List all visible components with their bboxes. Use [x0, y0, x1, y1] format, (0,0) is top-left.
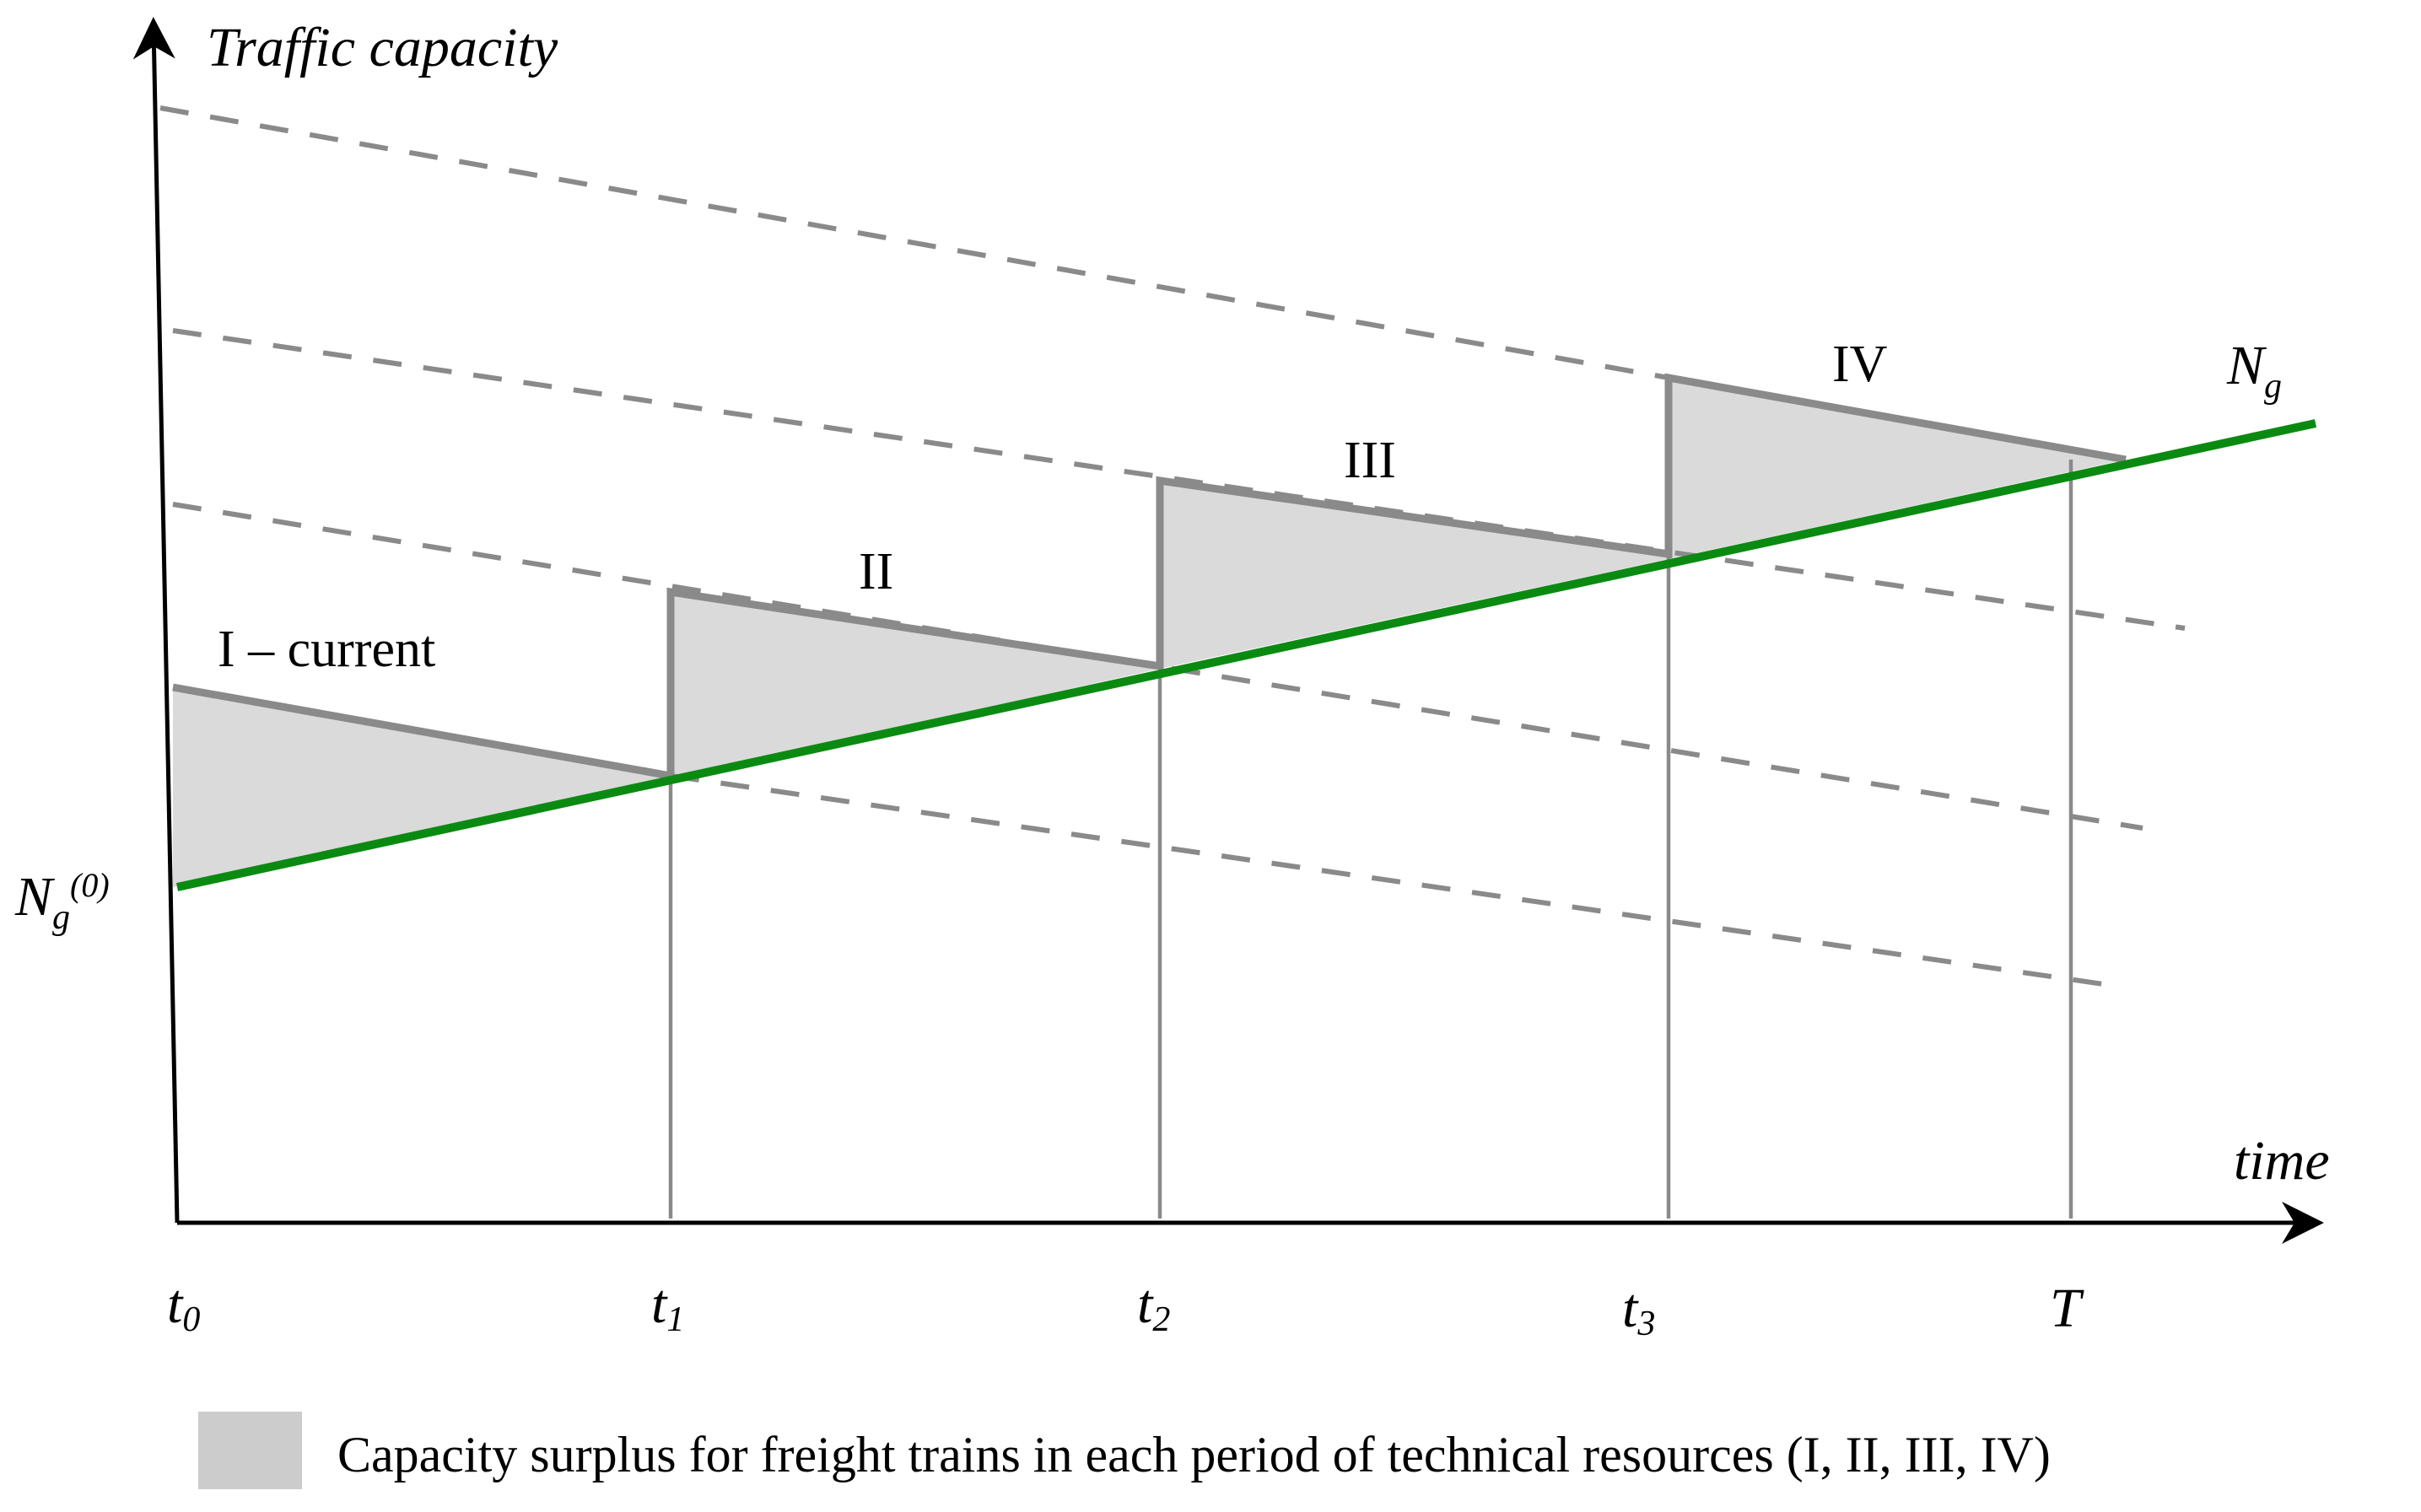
capacity-level-line-IV	[159, 105, 1669, 380]
capacity-level-line-III	[172, 328, 2186, 631]
capacity-level-line-I	[670, 773, 2110, 987]
demand-line-label: Ng	[2226, 335, 2282, 406]
tick-label-t3: t3	[1622, 1278, 1655, 1343]
surplus-region-III	[1160, 481, 1669, 669]
y-axis-label: Traffic capacity	[207, 17, 558, 78]
tick-label-t2: t2	[1137, 1273, 1170, 1339]
period-label-III: III	[1344, 432, 1396, 489]
period-label-II: II	[859, 543, 893, 600]
surplus-region-I	[173, 687, 671, 887]
tick-label-T: T	[2050, 1278, 2084, 1339]
legend-text: Capacity surplus for freight trains in e…	[337, 1427, 2051, 1482]
tick-label-t0: t0	[167, 1273, 200, 1339]
legend-swatch	[198, 1412, 302, 1489]
tick-label-t1: t1	[651, 1273, 684, 1339]
period-label-I: I – current	[218, 621, 435, 678]
surplus-region-II	[671, 592, 1160, 778]
capacity-step-outline	[172, 373, 2127, 781]
demand-initial-label: Ng(0)	[14, 866, 110, 937]
y-axis	[132, 17, 180, 1224]
freight-demand-line	[175, 419, 2317, 891]
period-label-IV: IV	[1832, 336, 1888, 393]
surplus-region-IV	[1669, 378, 2126, 559]
x-axis-label: time	[2234, 1130, 2330, 1192]
